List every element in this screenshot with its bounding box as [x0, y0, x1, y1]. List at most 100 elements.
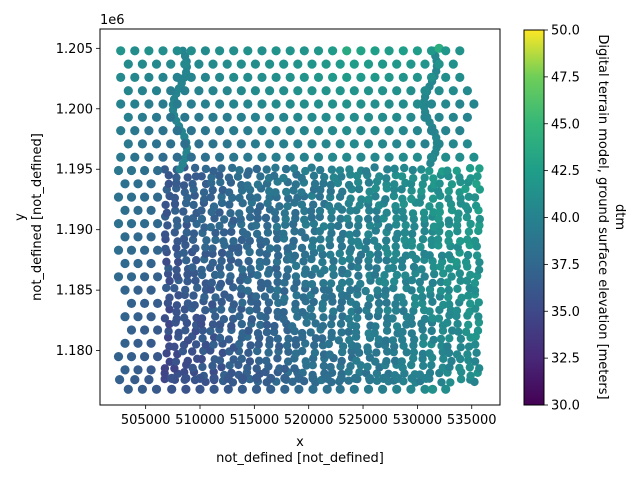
- data-point: [444, 216, 453, 225]
- data-point: [272, 222, 282, 232]
- data-point: [271, 46, 281, 56]
- data-point: [316, 235, 325, 244]
- data-point: [426, 99, 437, 109]
- data-point: [475, 214, 484, 224]
- data-point: [244, 326, 253, 335]
- data-point: [236, 86, 246, 96]
- data-point: [378, 86, 388, 96]
- data-point: [412, 99, 422, 109]
- data-point: [365, 373, 375, 383]
- data-point: [444, 236, 453, 246]
- data-point: [392, 220, 401, 229]
- data-point: [279, 173, 288, 183]
- data-point: [120, 338, 130, 348]
- data-point: [292, 291, 301, 300]
- data-point: [410, 222, 419, 231]
- data-point: [161, 200, 170, 210]
- data-point: [120, 179, 130, 189]
- data-point: [146, 312, 156, 322]
- data-point: [334, 221, 343, 231]
- y-offset-text: 1e6: [100, 13, 125, 28]
- data-point: [126, 245, 137, 255]
- data-point: [235, 312, 244, 321]
- data-point: [320, 172, 329, 182]
- data-point: [443, 278, 452, 287]
- data-point: [463, 235, 472, 244]
- data-point: [371, 184, 380, 193]
- data-point: [209, 166, 218, 176]
- data-point: [166, 112, 176, 122]
- data-point: [434, 241, 443, 250]
- data-point: [140, 245, 150, 255]
- data-point: [298, 308, 307, 317]
- data-point: [140, 219, 150, 229]
- data-point: [344, 376, 353, 385]
- data-point: [434, 139, 444, 149]
- data-point: [183, 173, 192, 182]
- data-point: [435, 201, 444, 211]
- data-point: [172, 46, 182, 56]
- data-point: [263, 221, 272, 231]
- data-point: [291, 180, 300, 189]
- data-point: [447, 272, 456, 281]
- data-point: [307, 86, 317, 96]
- data-point: [378, 139, 388, 149]
- data-point: [224, 188, 234, 197]
- data-point: [153, 219, 163, 229]
- colorbar-tick-label: 40.0: [551, 211, 580, 226]
- y-tick-label: 1.195: [56, 163, 93, 178]
- data-point: [462, 139, 472, 149]
- data-point: [391, 306, 401, 315]
- data-point: [328, 152, 338, 162]
- data-point: [206, 223, 215, 232]
- data-point: [180, 313, 189, 322]
- data-point: [382, 174, 391, 183]
- data-point: [197, 214, 207, 224]
- data-point: [354, 184, 364, 194]
- data-point: [382, 326, 392, 335]
- data-point: [126, 352, 137, 362]
- data-point: [398, 335, 407, 344]
- data-point: [309, 297, 318, 307]
- data-point: [390, 180, 399, 189]
- data-point: [183, 277, 192, 286]
- data-point: [186, 152, 196, 162]
- data-point: [186, 46, 196, 56]
- data-point: [215, 46, 225, 56]
- data-point: [334, 202, 343, 211]
- data-point: [198, 326, 207, 335]
- data-point: [445, 264, 454, 273]
- data-point: [209, 384, 219, 394]
- data-point: [222, 86, 232, 96]
- data-point: [338, 278, 347, 288]
- data-point: [162, 208, 172, 218]
- data-point: [384, 72, 394, 82]
- data-point: [216, 279, 226, 289]
- plot-frame: [99, 28, 501, 406]
- data-point: [170, 199, 180, 209]
- data-point: [200, 99, 210, 109]
- data-point: [254, 340, 263, 349]
- data-point: [470, 279, 480, 288]
- data-point: [470, 236, 480, 246]
- data-point: [380, 278, 390, 288]
- data-point: [334, 336, 344, 345]
- data-point: [161, 244, 170, 254]
- data-point: [201, 164, 211, 174]
- data-point: [441, 46, 451, 56]
- data-point: [456, 276, 465, 285]
- data-point: [327, 165, 337, 174]
- data-point: [475, 364, 484, 373]
- data-point: [211, 235, 220, 245]
- data-point: [306, 328, 315, 337]
- data-point: [172, 272, 182, 281]
- data-point: [208, 258, 217, 268]
- data-point: [200, 72, 210, 82]
- data-point: [200, 46, 210, 56]
- scatter-points: [113, 43, 484, 394]
- data-point: [160, 314, 170, 323]
- data-point: [225, 293, 234, 302]
- data-point: [335, 166, 345, 175]
- data-point: [474, 265, 484, 274]
